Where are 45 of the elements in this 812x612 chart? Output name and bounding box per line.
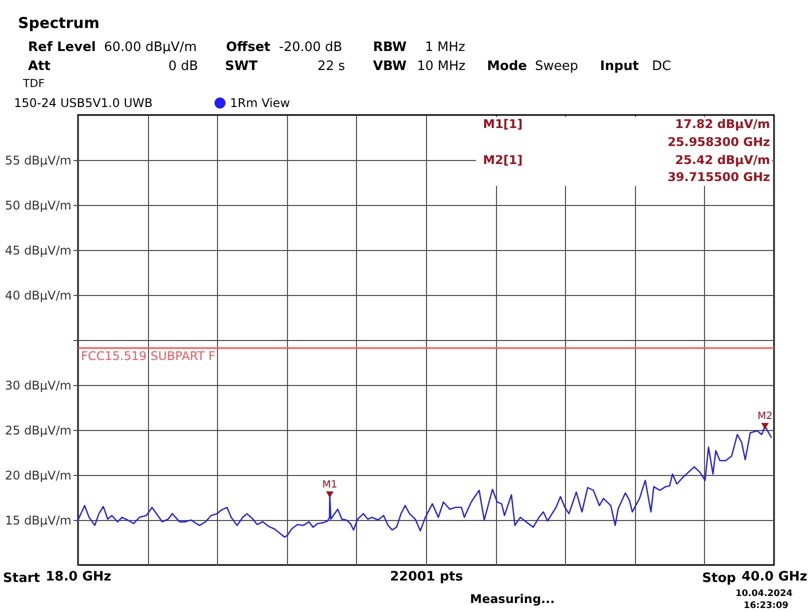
text: SWT bbox=[225, 59, 258, 74]
legend-label: 1Rm View bbox=[230, 96, 290, 110]
x-tick-label: 40.0 GHz bbox=[742, 570, 808, 584]
text: Input bbox=[600, 59, 639, 74]
annotation: M1 bbox=[322, 480, 338, 491]
x-tick-label: 18.0 GHz bbox=[46, 570, 112, 584]
chart-title: Spectrum bbox=[18, 14, 100, 32]
chart-subtitle: 150-24 USB5V1.0 UWB bbox=[14, 96, 153, 110]
text: 10.04.2024 bbox=[736, 589, 792, 599]
text: Offset bbox=[226, 40, 270, 55]
y-tick-label: 55 dBμV/m bbox=[4, 154, 72, 168]
y-tick-label: 20 dBμV/m bbox=[4, 468, 72, 482]
text: 0 dB bbox=[168, 59, 198, 74]
text: -20.00 dB bbox=[279, 40, 342, 55]
annotation: 25.958300 GHz bbox=[668, 135, 770, 149]
y-tick-label: 30 dBμV/m bbox=[4, 378, 72, 392]
annotation: M2 bbox=[758, 411, 772, 422]
text: DC bbox=[652, 59, 672, 74]
annotation: 17.82 dBμV/m bbox=[675, 117, 770, 131]
text: 60.00 dBμV/m bbox=[104, 40, 197, 55]
text: RBW bbox=[373, 40, 407, 55]
text: 10 MHz bbox=[417, 59, 466, 74]
text: Ref Level bbox=[28, 40, 96, 55]
y-tick-label: 25 dBμV/m bbox=[4, 424, 72, 438]
text: Start bbox=[3, 571, 40, 586]
text: VBW bbox=[373, 59, 407, 74]
text: Att bbox=[28, 59, 50, 74]
ref-line-label: FCC15.519 SUBPART F bbox=[81, 349, 216, 364]
x-axis-title: 22001 pts bbox=[390, 570, 464, 584]
y-tick-label: 15 dBμV/m bbox=[4, 514, 72, 528]
text: Mode bbox=[487, 59, 528, 74]
annotation: 39.715500 GHz bbox=[668, 170, 770, 184]
text: Sweep bbox=[535, 59, 578, 74]
text: Measuring... bbox=[470, 592, 555, 606]
text: Stop bbox=[702, 571, 736, 586]
text: 22 s bbox=[318, 59, 346, 74]
text: 16:23:09 bbox=[744, 601, 788, 611]
text: 1 MHz bbox=[425, 40, 466, 55]
annotation: 25.42 dBμV/m bbox=[675, 153, 770, 167]
annotation: M1[1] bbox=[483, 117, 523, 131]
y-tick-label: 40 dBμV/m bbox=[4, 288, 72, 302]
text: TDF bbox=[22, 77, 45, 90]
y-tick-label: 45 dBμV/m bbox=[4, 244, 72, 258]
y-tick-label: 50 dBμV/m bbox=[4, 198, 72, 212]
annotation: M2[1] bbox=[483, 153, 523, 167]
